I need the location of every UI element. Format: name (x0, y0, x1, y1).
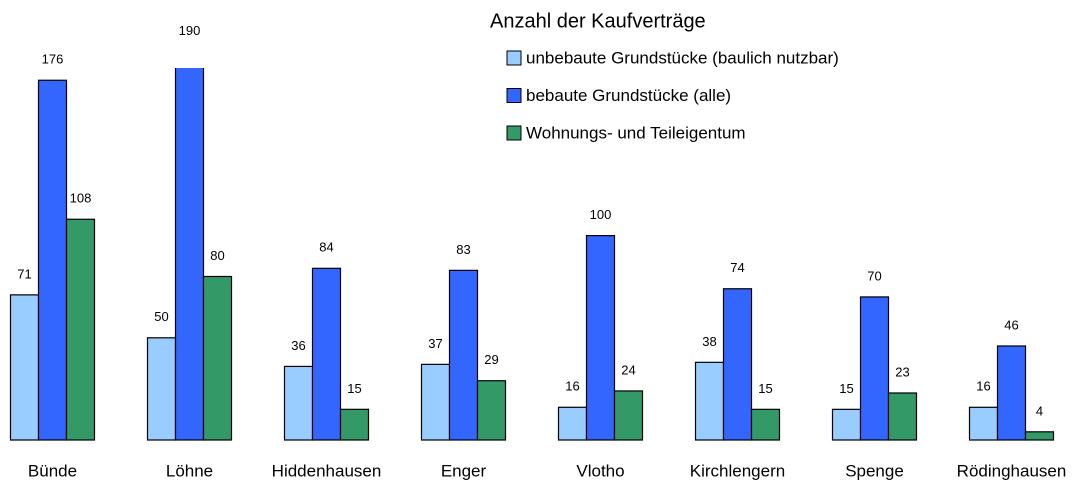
legend-label: unbebaute Grundstücke (baulich nutzbar) (526, 48, 839, 67)
bar (585, 235, 616, 441)
bar (311, 267, 342, 441)
x-tick-label: Löhne (166, 461, 213, 480)
bar (9, 294, 40, 441)
value-label: 15 (758, 381, 772, 396)
value-label: 38 (702, 334, 716, 349)
legend-swatch (506, 88, 522, 103)
bar (339, 408, 370, 441)
value-label: 16 (976, 379, 990, 394)
x-tick-label: Vlotho (576, 461, 624, 480)
value-label: 83 (456, 242, 470, 257)
bar (283, 365, 314, 441)
x-tick-label: Enger (441, 461, 487, 480)
bar (750, 408, 781, 441)
value-label: 84 (319, 240, 333, 255)
bar (37, 79, 68, 441)
bar (448, 269, 479, 441)
bar (859, 296, 890, 441)
value-label: 29 (484, 352, 498, 367)
x-tick-label: Bünde (28, 461, 77, 480)
bar (613, 390, 644, 441)
value-label: 176 (42, 52, 64, 67)
value-label: 24 (621, 362, 635, 377)
value-label: 23 (895, 364, 909, 379)
value-label: 15 (839, 381, 853, 396)
bar (420, 363, 451, 441)
bar (887, 392, 918, 441)
value-label: 37 (428, 336, 442, 351)
value-label: 4 (1036, 403, 1043, 418)
bar (996, 345, 1027, 441)
x-tick-label: Rödinghausen (957, 461, 1067, 480)
value-label: 15 (347, 381, 361, 396)
bar (1024, 431, 1055, 441)
value-label: 80 (210, 248, 224, 263)
value-label: 36 (291, 338, 305, 353)
value-label: 190 (179, 23, 201, 38)
bar (722, 288, 753, 441)
value-label: 74 (730, 260, 744, 275)
value-label: 100 (590, 207, 612, 222)
value-label: 50 (154, 309, 168, 324)
value-label: 71 (17, 266, 31, 281)
legend-swatch (506, 50, 522, 66)
x-tick-label: Hiddenhausen (272, 461, 382, 480)
value-label: 70 (867, 268, 881, 283)
bar (65, 218, 96, 441)
value-label: 108 (70, 191, 92, 206)
x-tick-label: Kirchlengern (690, 461, 785, 480)
bar (831, 408, 862, 441)
legend-swatch (506, 125, 522, 141)
bar (146, 337, 177, 441)
chart-title: Anzahl der Kaufverträge (490, 10, 706, 32)
bar (174, 68, 205, 441)
plot-area (9, 68, 1055, 441)
value-label: 46 (1004, 317, 1018, 332)
bar (476, 380, 507, 441)
bar (968, 406, 999, 441)
legend-label: bebaute Grundstücke (alle) (526, 86, 731, 105)
x-tick-label: Spenge (845, 461, 904, 480)
bar (202, 275, 233, 441)
value-label: 16 (565, 379, 579, 394)
legend-label: Wohnungs- und Teileigentum (526, 123, 746, 142)
bar (557, 406, 588, 441)
bar (694, 361, 725, 441)
